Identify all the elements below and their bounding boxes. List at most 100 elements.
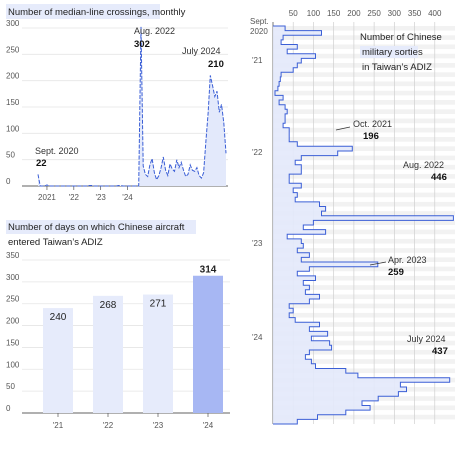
chart3-y-axis: Sept. 2020 '21 '22 '23 '24 (250, 17, 269, 342)
chart3-band (273, 118, 455, 124)
chart2-bar (43, 308, 73, 413)
chart3-x-tick-label: 400 (428, 9, 442, 18)
chart3-band (273, 109, 455, 114)
chart1-y-tick-label: 300 (6, 19, 20, 28)
chart3-band (273, 72, 455, 77)
chart2-bar (93, 295, 123, 413)
chart1-y-tick-label: 200 (6, 72, 20, 81)
chart1-title: Number of median-line crossings, monthly (8, 7, 186, 18)
chart2-x-tick-label: '24 (203, 421, 214, 430)
chart2-bar-value-label: 271 (150, 299, 167, 310)
chart3-band (273, 331, 455, 337)
chart1-x-tick-label: '23 (95, 193, 106, 202)
median-line-chart: Number of median-line crossings, monthly… (6, 4, 228, 202)
chart3-band (273, 266, 455, 272)
annotation-july-2024-sorties-value: 437 (432, 346, 448, 357)
chart2-bar (193, 275, 223, 413)
chart3-band (273, 340, 455, 346)
chart3-band (273, 220, 455, 225)
chart3-band (273, 303, 455, 309)
annotation-aug-2022-sorties-label: Aug. 2022 (403, 160, 444, 170)
chart1-x-tick-label: 2021 (38, 193, 56, 202)
chart3-band (273, 294, 455, 300)
annotation-oct-2021-label: Oct. 2021 (353, 119, 392, 129)
chart3-y-label-2020: 2020 (250, 27, 268, 36)
chart3-title-highlight-bg (360, 46, 418, 58)
chart3-band (273, 164, 455, 170)
annotation-oct-2021-value: 196 (363, 131, 379, 142)
chart3-y-label-24: '24 (252, 333, 263, 342)
chart2-y-tick-label: 100 (6, 360, 20, 369)
chart3-band (273, 100, 455, 105)
annotation-apr-2023-value: 259 (388, 267, 404, 278)
chart2-x-tick-label: '22 (103, 421, 114, 430)
chart2-y-tick-label: 150 (6, 338, 20, 347)
chart2-bar-value-label: 240 (50, 312, 67, 323)
chart2-y-tick-label: 200 (6, 317, 20, 326)
annotation-aug-2022-value: 302 (134, 39, 150, 50)
chart3-band (273, 81, 455, 87)
chart3-band (273, 275, 455, 281)
chart3-band (273, 26, 455, 31)
chart1-title-highlight-bg (6, 4, 160, 19)
chart3-x-tick-label: 350 (408, 9, 422, 18)
chart1-y-tick-label: 0 (6, 177, 11, 186)
chart1-x-tick-label: '22 (69, 193, 80, 202)
chart2-bar-value-label: 268 (100, 300, 117, 311)
days-bar-chart: Number of days on which Chinese aircraft… (6, 220, 230, 430)
chart1-y-axis: 300 250 200 150 100 50 0 (6, 19, 20, 186)
sorties-chart: 50 100 150 200 250 300 350 400 Sept. 2020 '21 '… (250, 9, 455, 425)
chart3-band (273, 238, 455, 244)
chart3-band (273, 183, 455, 188)
chart2-y-tick-label: 350 (6, 251, 20, 260)
chart2-x-tick-label: '21 (53, 421, 64, 430)
chart3-series-line (273, 25, 454, 425)
chart3-band (273, 248, 455, 253)
annotation-apr-2023-leader (369, 261, 387, 266)
chart3-band (273, 174, 455, 179)
chart3-x-tick-label: 250 (367, 9, 381, 18)
chart3-band (273, 257, 455, 263)
chart3-band (273, 322, 455, 327)
chart3-x-tick-label: 300 (388, 9, 402, 18)
chart2-y-tick-label: 250 (6, 295, 20, 304)
chart3-y-label-22: '22 (252, 148, 263, 157)
chart2-title-highlight-bg (6, 220, 196, 234)
chart3-x-tick-label: 150 (327, 9, 341, 18)
annotation-aug-2022-sorties-value: 446 (431, 172, 447, 183)
chart1-series-line (37, 26, 227, 187)
annotation-oct-2021-leader (335, 126, 351, 131)
chart3-band (273, 211, 455, 216)
chart3-band (273, 349, 455, 355)
annotation-july-2024-label: July 2024 (182, 46, 221, 56)
chart3-title-line2: military sorties (362, 47, 423, 58)
chart3-x-axis: 50 100 150 200 250 300 350 400 (289, 9, 442, 18)
chart2-title-line2: entered Taiwan’s ADIZ (8, 237, 103, 248)
chart3-x-tick-label: 50 (289, 9, 298, 18)
chart2-y-tick-label: 50 (6, 382, 15, 391)
chart2-y-tick-label: 0 (6, 404, 11, 413)
chart2-x-tick-label: '23 (153, 421, 164, 430)
chart1-y-tick-label: 50 (6, 151, 15, 160)
chart3-band (273, 414, 455, 420)
chart2-bars: 240 '21 268 '22 271 '23 314 '24 (43, 265, 223, 430)
annotation-sept-2020-label: Sept. 2020 (35, 146, 79, 156)
chart3-y-label-21: '21 (252, 56, 263, 65)
chart3-band (273, 229, 455, 235)
chart3-band (273, 359, 455, 364)
annotation-apr-2023-label: Apr. 2023 (388, 255, 427, 265)
chart3-title-line1: Number of Chinese (360, 32, 442, 43)
chart3-band (273, 201, 455, 207)
chart1-annotations: Sept. 2020 22 Aug. 2022 302 July 2024 21… (35, 26, 224, 169)
chart2-bar (143, 294, 173, 413)
chart3-title-line3: in Taiwan’s ADIZ (362, 62, 432, 73)
chart2-title-line1: Number of days on which Chinese aircraft (8, 222, 185, 233)
chart3-band (273, 312, 455, 318)
chart3-y-label-sept: Sept. (250, 17, 269, 26)
chart2-y-tick-label: 300 (6, 273, 20, 282)
chart3-band (273, 127, 455, 133)
chart1-area (38, 26, 226, 187)
annotation-aug-2022-label: Aug. 2022 (134, 26, 175, 36)
chart1-y-tick-label: 150 (6, 98, 20, 107)
